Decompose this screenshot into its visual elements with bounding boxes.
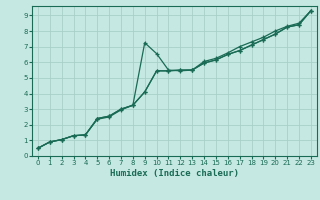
X-axis label: Humidex (Indice chaleur): Humidex (Indice chaleur): [110, 169, 239, 178]
